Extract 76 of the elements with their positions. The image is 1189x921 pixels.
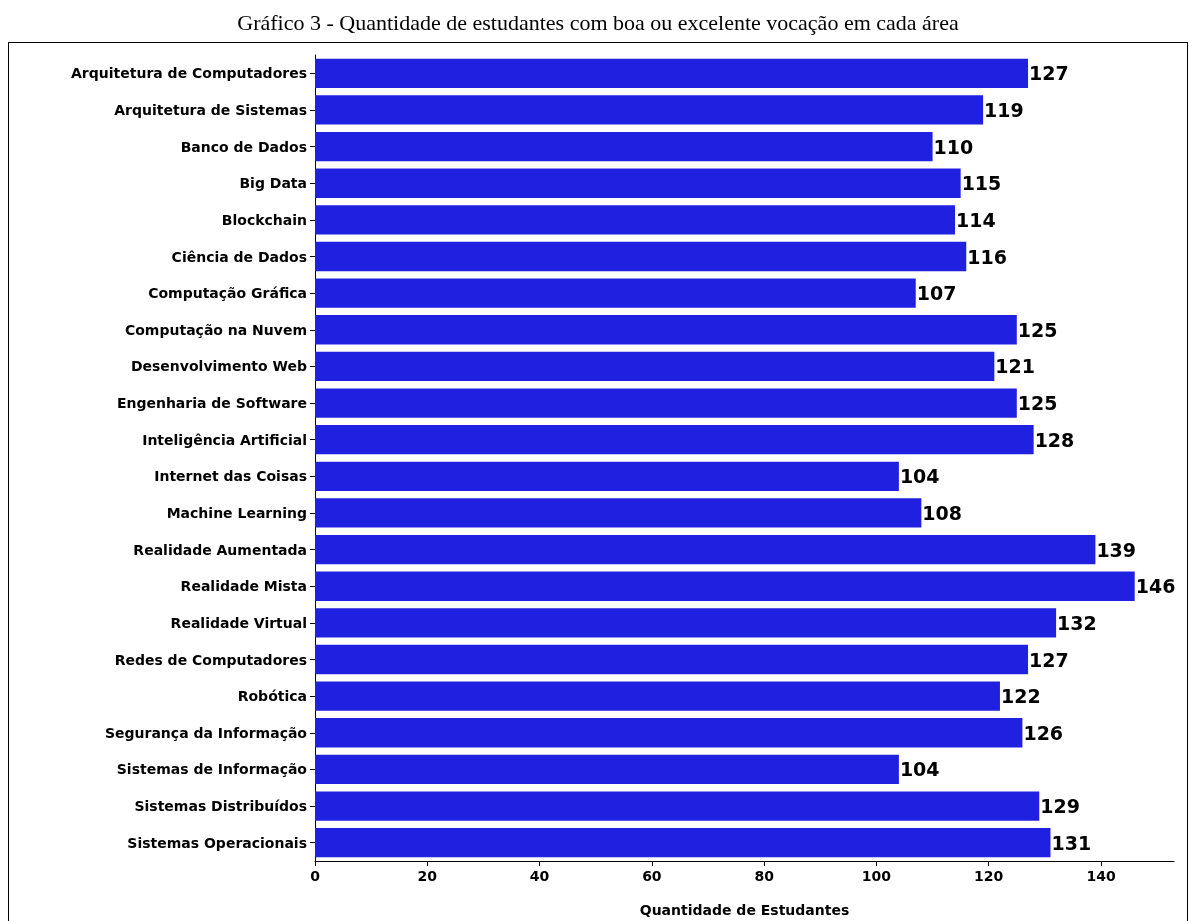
bar: [315, 608, 1057, 638]
y-tick-label: Sistemas de Informação: [116, 761, 308, 778]
y-tick-label: Sistemas Distribuídos: [134, 798, 307, 815]
data-label: 128: [1034, 428, 1075, 451]
bar: [315, 791, 1040, 821]
bar: [315, 718, 1023, 748]
x-axis-title: Quantidade de Estudantes: [639, 902, 850, 918]
bar: [315, 131, 933, 162]
x-tick-label: 20: [417, 868, 438, 884]
data-label: 127: [1029, 62, 1069, 85]
data-label: 104: [899, 465, 940, 488]
x-tick-label: 40: [529, 868, 550, 884]
bar: [315, 351, 995, 382]
bar: [315, 571, 1135, 601]
bar: [315, 425, 1034, 455]
x-tick-label: 120: [974, 868, 1004, 884]
chart-title: Gráfico 3 - Quantidade de estudantes com boa ou excelente vocação em cada área: [236, 9, 960, 37]
bar: [315, 168, 961, 198]
data-label: 129: [1040, 795, 1080, 818]
bar: [315, 241, 967, 272]
y-tick-label: Desenvolvimento Web: [130, 358, 307, 375]
y-tick-label: Big Data: [239, 175, 307, 192]
data-label: 119: [984, 98, 1024, 121]
x-tick-label: 0: [310, 868, 321, 884]
y-tick-label: Robótica: [237, 688, 307, 705]
data-label: 146: [1135, 575, 1176, 598]
x-tick-label: 80: [754, 868, 775, 884]
bar: [315, 95, 984, 125]
data-label: 125: [1017, 318, 1058, 341]
y-tick-label: Computação Gráfica: [148, 285, 307, 302]
y-tick-label: Inteligência Artificial: [142, 431, 307, 448]
bar: [315, 681, 1000, 711]
data-label: 139: [1096, 538, 1137, 561]
y-tick-label: Computação na Nuvem: [124, 321, 307, 338]
x-tick-label: 60: [642, 868, 662, 884]
y-tick-label: Segurança da Informação: [104, 724, 308, 741]
bar: [315, 388, 1017, 418]
y-tick-label: Banco de Dados: [180, 138, 307, 155]
data-label: 116: [967, 245, 1007, 268]
data-label: 104: [899, 758, 940, 781]
y-tick-label: Redes de Computadores: [114, 651, 307, 668]
data-label: 121: [995, 355, 1036, 378]
bar: [315, 754, 899, 785]
data-label: 122: [1000, 685, 1041, 708]
bar: [315, 828, 1051, 858]
y-tick-label: Arquitetura de Sistemas: [114, 101, 307, 118]
y-tick-label: Realidade Mista: [180, 578, 307, 595]
x-tick-label: 100: [861, 868, 892, 884]
data-label: 126: [1023, 721, 1064, 744]
y-tick-label: Realidade Virtual: [170, 614, 307, 631]
y-tick-label: Arquitetura de Computadores: [71, 65, 307, 82]
data-label: 115: [961, 172, 1002, 195]
y-tick-label: Realidade Aumentada: [133, 541, 307, 558]
bar: [315, 315, 1017, 345]
y-tick-label: Machine Learning: [166, 504, 307, 521]
data-label: 132: [1057, 611, 1097, 634]
bar: [315, 461, 899, 491]
data-label: 110: [933, 135, 974, 158]
data-label: 125: [1017, 392, 1058, 415]
bar: [315, 205, 956, 235]
bar: [315, 278, 916, 308]
y-tick-label: Internet das Coisas: [154, 468, 307, 485]
y-tick-label: Engenharia de Software: [116, 395, 307, 412]
y-tick-label: Sistemas Operacionais: [127, 834, 307, 851]
data-label: 131: [1051, 831, 1092, 854]
y-tick-label: Ciência de Dados: [171, 248, 307, 265]
bar: [315, 498, 922, 528]
data-label: 114: [956, 208, 996, 231]
data-label: 107: [916, 282, 957, 305]
data-label: 127: [1029, 648, 1069, 671]
data-label: 108: [922, 501, 963, 524]
bar: [315, 644, 1029, 675]
y-tick-label: Blockchain: [221, 211, 307, 228]
bar: [315, 58, 1029, 88]
x-tick-label: 140: [1086, 868, 1116, 884]
bar: [315, 534, 1096, 565]
